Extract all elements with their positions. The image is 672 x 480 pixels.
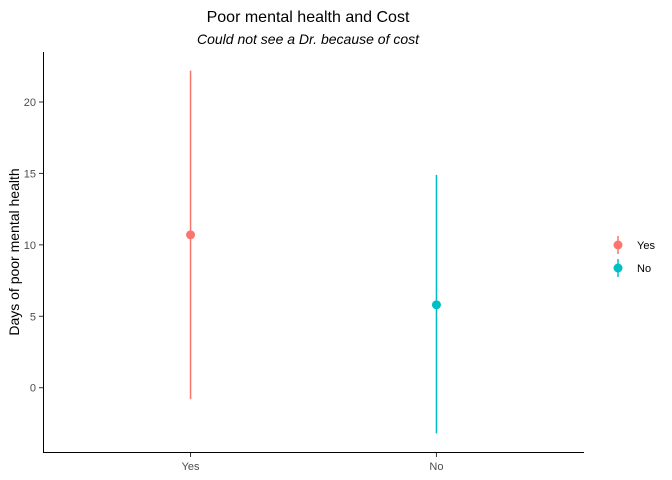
legend: Yes No: [613, 236, 655, 277]
y-axis-ticks: 0 5 10 15 20: [24, 97, 43, 395]
chart-title: Poor mental health and Cost: [207, 9, 410, 26]
y-tick-label: 20: [24, 97, 36, 109]
y-tick-label: 15: [24, 168, 36, 180]
mean-point-yes: [186, 230, 196, 240]
y-tick-label: 10: [24, 240, 36, 252]
y-tick-label: 0: [30, 383, 36, 395]
legend-label: No: [637, 263, 651, 275]
legend-key-point: [613, 263, 623, 273]
mean-point-no: [431, 300, 441, 310]
x-tick-label: Yes: [182, 461, 200, 473]
legend-key-point: [613, 240, 623, 250]
legend-label: Yes: [637, 240, 655, 252]
x-axis-ticks: Yes No: [182, 453, 443, 473]
y-axis-title: Days of poor mental health: [6, 168, 22, 335]
chart-subtitle: Could not see a Dr. because of cost: [197, 31, 420, 47]
plot-area: [186, 70, 441, 434]
y-tick-label: 5: [30, 311, 36, 323]
x-tick-label: No: [429, 461, 443, 473]
